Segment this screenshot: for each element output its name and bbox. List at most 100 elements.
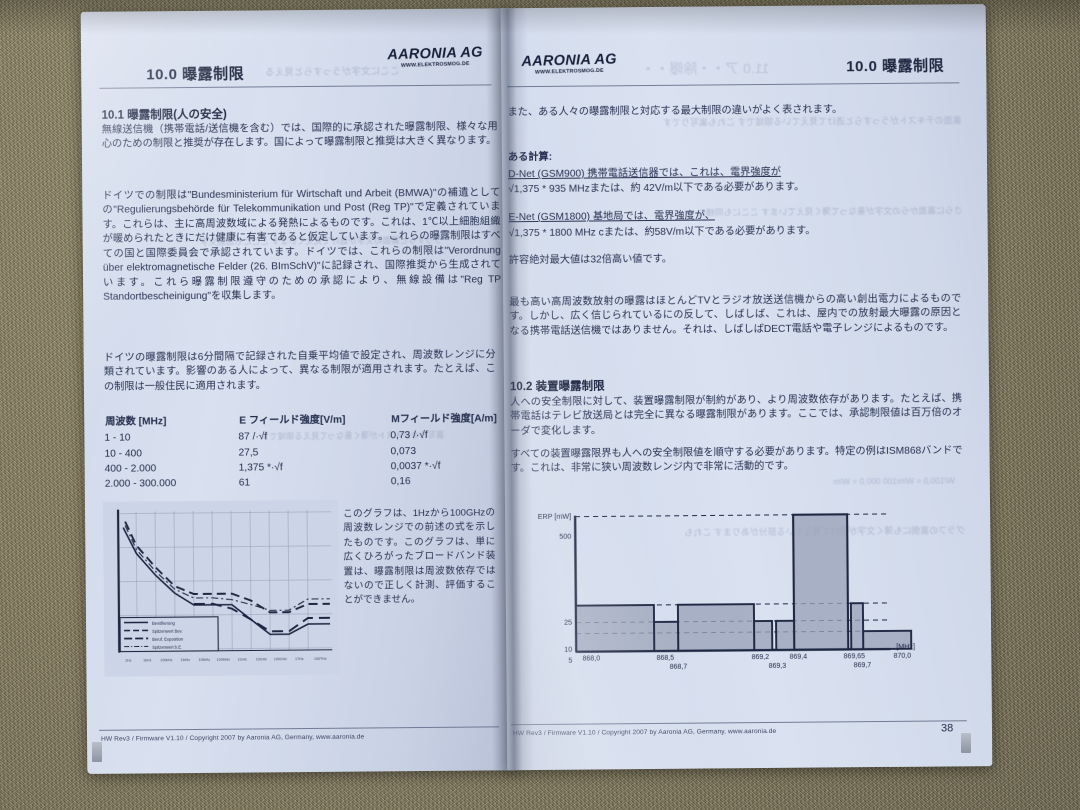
erp-tick-10: 10 [564,645,572,654]
cell-mfield: 0,73 /·√f [390,430,428,442]
page-number: 38 [940,722,954,735]
cell-frequency: 10 - 400 [104,448,142,460]
erp-x-ticks-lower: 868,7 869,3 869,7 [670,662,872,671]
svg-text:1Hz: 1Hz [125,659,132,663]
svg-text:100GHz: 100GHz [274,657,287,661]
right-footer-text: HW Rev3 / Firmware V1.10 / Copyright 200… [512,727,777,738]
calc-body-enet: √1,375 * 1800 MHz cまたは、約58V/m以下である必要がありま… [508,225,816,240]
erp-bar [792,513,850,651]
col-header-frequency: 周波数 [MHz] [105,416,167,428]
right-page: 11.0 ア・・除曝・・ 裏面のテキストがうっすらと透けて見えている領域です こ… [500,4,993,771]
left-paragraph-3: ドイツの曝露制限は6分間隔で記録された自乗平均値で設定され、周波数レンジに分類さ… [103,349,496,393]
erp-x-axis-label: [MHz] [896,642,915,651]
svg-text:1GHz: 1GHz [238,658,247,662]
svg-text:870,0: 870,0 [894,653,912,660]
ghost-text-left-top: ここに文字がうっすらと見える [265,66,400,79]
chart-x-ticks: 1Hz 1kHz 100kHz 1MHz 10MHz 100MHz 1GHz 10GHz 1… [125,657,327,663]
col-header-efield: E フィールド強度[V/m] [239,414,346,427]
cell-mfield: 0,073 [390,445,417,457]
right-paragraph-2: すべての装置曝露限界も人への安全制限値を順守する必要があります。特定の例はISM… [510,445,963,475]
left-chart-caption: このグラフは、1Hzから100GHzの周波数レンジでの前述の式を示したものです。… [343,507,496,607]
cell-efield: 27,5 [238,447,259,459]
erp-bar [775,619,796,651]
table-row: 2.000 - 300.000 61 0,16 [105,474,499,493]
erp-x-ticks-upper: 868,0 868,5 869,2 869,4 869,65 870,0 [583,653,912,663]
svg-text:100THz: 100THz [314,657,327,661]
svg-text:869,65: 869,65 [844,653,866,660]
calc-label: ある計算: [507,151,553,164]
cell-mfield: 0,0037 *·√f [390,460,441,473]
cell-efield: 1,375 *·√f [238,462,283,474]
ghost-chapter-right: 11.0 ア・・除曝・・ [641,59,770,78]
erp-tick-25: 25 [564,618,572,627]
binder-clip-left [92,742,102,762]
cell-efield: 61 [238,477,251,489]
erp-tick-500: 500 [559,532,571,541]
left-chapter-title: 10.0 曝露制限 [146,65,245,84]
left-paragraph-1: 無線送信機（携帯電話/送信機を含む）では、国際的に承認された曝露制限、様々な用心… [101,121,498,151]
svg-text:1THz: 1THz [295,657,304,661]
limits-table: 周波数 [MHz] E フィールド強度[V/m] Mフィールド強度[A/m] 1… [104,410,498,492]
limits-chart: Bevölkerung Spitzenwert Bev. Beruf. Expo… [102,499,340,677]
right-paragraph-1: 人への安全制限に対して、装置曝露制限が制約があり、より周波数依存があります。たと… [510,393,963,438]
erp-bar [676,603,756,652]
svg-text:869,2: 869,2 [752,654,770,661]
svg-text:1MHz: 1MHz [181,658,191,662]
svg-text:1kHz: 1kHz [143,658,151,662]
erp-bar [862,629,913,651]
ism868-chart-svg: ERP [mW] 500 25 10 5 868,0 868,5 869,2 8… [538,512,915,671]
svg-text:10MHz: 10MHz [199,658,211,662]
left-footer-text: HW Rev3 / Firmware V1.10 / Copyright 200… [101,733,365,743]
svg-text:100MHz: 100MHz [217,658,231,662]
svg-text:10GHz: 10GHz [256,657,267,661]
left-footer-rule [98,726,499,731]
series-bevoelkerung [122,527,331,636]
col-header-mfield: Mフィールド強度[A/m] [391,413,497,426]
left-paragraph-2: ドイツでの制限は"Bundesministerium für Wirtschaf… [102,187,502,304]
erp-bar [849,602,865,651]
calc-body-dnet: √1,375 * 935 MHzまたは、約 42V/m以下である必要があります。 [508,181,805,196]
right-section-heading: 10.2 装置曝露制限 [509,380,605,394]
logo-text: AARONIA AG [521,51,617,70]
ghost-formula-right: W/100,0 = W/m100 000,0 = W/m [832,475,955,487]
erp-bars [574,513,913,653]
erp-y-axis-label: ERP [mW] [538,512,571,521]
open-booklet: ここに文字がうっすらと見える うっすらと裏面の文字が透けて見えています ここにも… [80,4,993,774]
legend-label-spitzenwert-bev: Spitzenwert Bev. [152,629,183,634]
left-page: ここに文字がうっすらと見える うっすらと裏面の文字が透けて見えています ここにも… [80,8,518,774]
svg-text:868,5: 868,5 [657,655,675,662]
erp-bar [753,619,774,652]
svg-text:868,7: 868,7 [670,664,688,671]
binder-clip-right [961,733,971,753]
legend-label-spitzenwert-be: Spitzenwert b.E. [152,645,182,650]
right-paragraph-tv: 最も高い高周波数放射の曝露はほとんどTVとラジオ放送送信機からの高い創出電力によ… [509,293,962,338]
ism868-chart: ERP [mW] 500 25 10 5 868,0 868,5 869,2 8… [517,496,959,680]
logo-text: AARONIA AG [387,44,483,64]
svg-text:100kHz: 100kHz [160,658,172,662]
svg-text:868,0: 868,0 [583,655,601,662]
chart-y-axis [116,509,121,653]
legend-label-bevoelkerung: Bevölkerung [152,621,176,626]
svg-text:869,4: 869,4 [790,654,808,661]
calc-note: 許容絶対最大値は32倍高い値です。 [508,253,673,267]
left-section-heading: 10.1 曝露制限(人の安全) [101,108,227,122]
erp-bar [653,620,680,652]
cell-mfield: 0,16 [390,476,411,488]
right-chapter-title: 10.0 曝露制限 [846,57,945,76]
left-header-rule [99,84,492,89]
svg-text:869,7: 869,7 [854,662,872,669]
limits-chart-svg: Bevölkerung Spitzenwert Bev. Beruf. Expo… [102,499,340,677]
cell-efield: 87 /·√f [238,431,268,443]
series-spitzenwert-bev [124,521,330,614]
right-intro-paragraph: また、ある人々の曝露制限と対応する最大制限の違いがよく表されます。 [507,104,843,119]
right-footer-rule [510,720,967,726]
cell-frequency: 1 - 10 [104,432,131,445]
aaronia-logo-right: AARONIA AG WWW.ELEKTROSMOG.DE [509,51,630,76]
erp-tick-5: 5 [568,656,572,665]
chart-legend: Bevölkerung Spitzenwert Bev. Beruf. Expo… [119,616,219,653]
right-header-rule [507,82,960,88]
aaronia-logo-left: AARONIA AG WWW.ELEKTROSMOG.DE [375,44,496,69]
series-spitzenwert-be [124,525,330,611]
cell-frequency: 2.000 - 300.000 [104,478,177,490]
legend-label-beruf-exposition: Beruf. Exposition [152,637,184,642]
